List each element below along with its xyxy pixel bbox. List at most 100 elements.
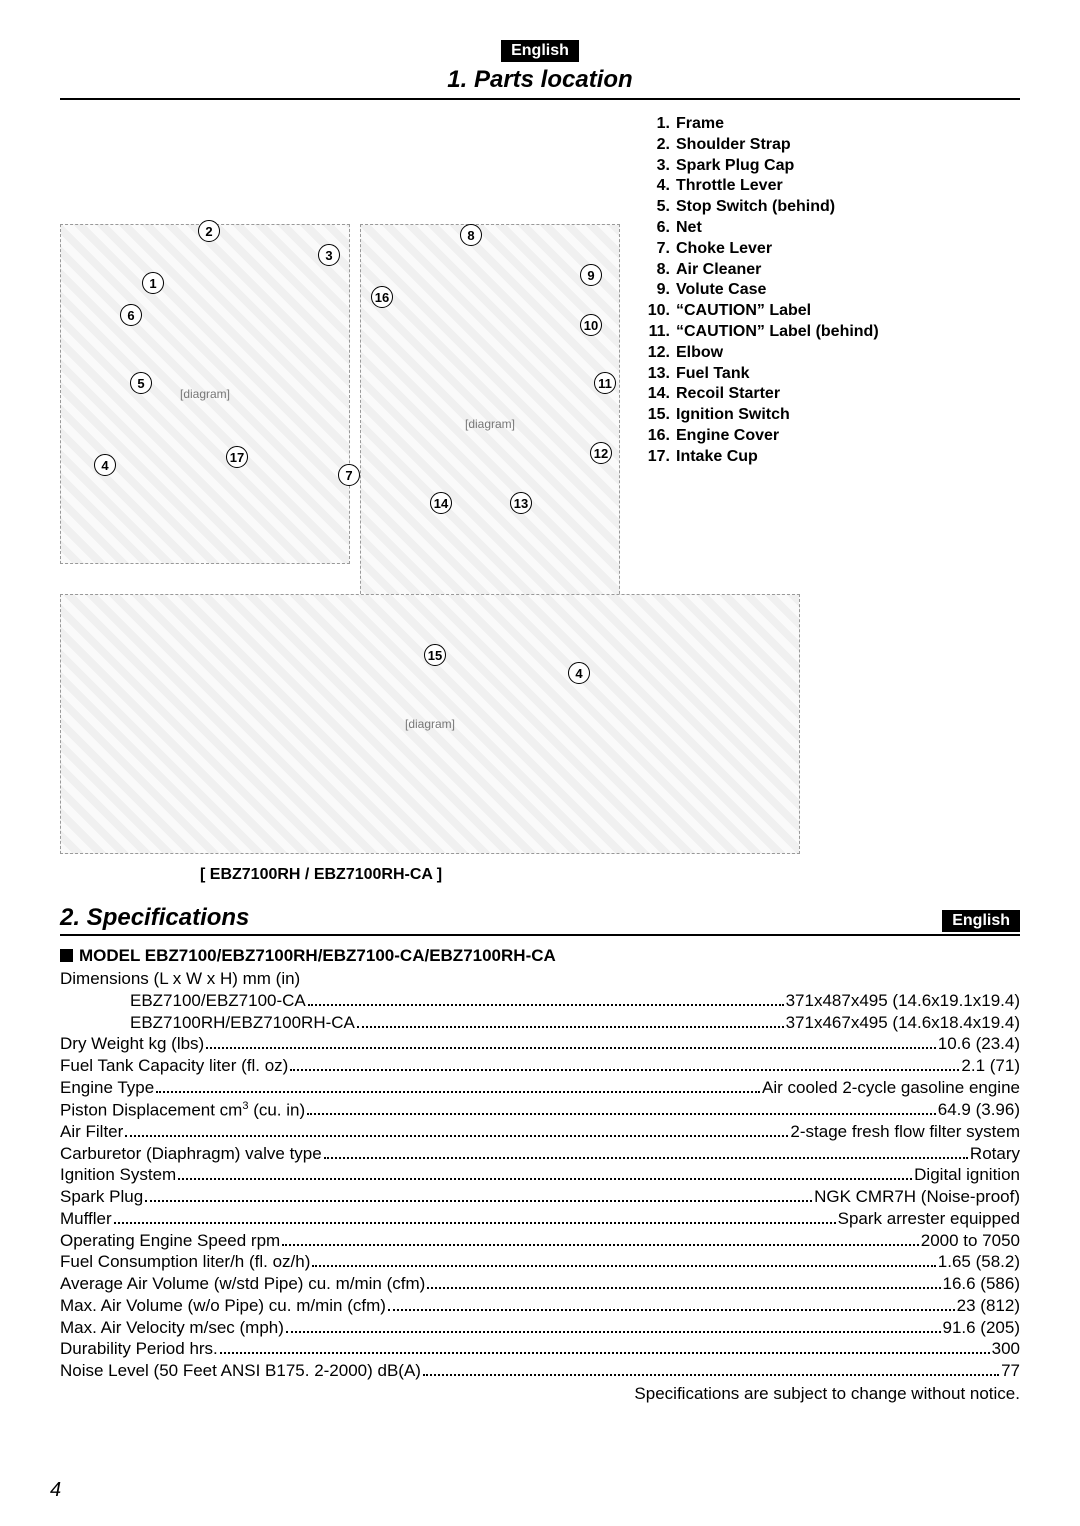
callout-circle: 10: [580, 314, 602, 336]
parts-list-number: 11.: [640, 322, 670, 343]
parts-list-item: 15.Ignition Switch: [640, 405, 879, 426]
parts-list-number: 16.: [640, 426, 670, 447]
parts-list-number: 12.: [640, 343, 670, 364]
parts-list-number: 7.: [640, 239, 670, 260]
dot-leader: [220, 1352, 990, 1354]
parts-list-item: 8.Air Cleaner: [640, 260, 879, 281]
parts-list-label: Fuel Tank: [676, 364, 750, 385]
spec-label: Engine Type: [60, 1077, 154, 1099]
callout-circle: 9: [580, 264, 602, 286]
dot-leader: [286, 1331, 941, 1333]
spec-value: Digital ignition: [914, 1164, 1020, 1186]
parts-list-label: Net: [676, 218, 702, 239]
spec-value: Spark arrester equipped: [838, 1208, 1020, 1230]
spec-value: 371x487x495 (14.6x19.1x19.4): [786, 990, 1020, 1012]
spec-value: 2.1 (71): [961, 1055, 1020, 1077]
dot-leader: [307, 1113, 936, 1115]
spec-label: Durability Period hrs.: [60, 1338, 218, 1360]
spec-value: 300: [992, 1338, 1020, 1360]
spec-value: Rotary: [970, 1143, 1020, 1165]
spec-row: EBZ7100/EBZ7100-CA 371x487x495 (14.6x19.1…: [60, 990, 1020, 1012]
parts-list-label: “CAUTION” Label (behind): [676, 322, 879, 343]
section-2-title: 2. Specifications: [60, 904, 249, 932]
parts-list-item: 3.Spark Plug Cap: [640, 156, 879, 177]
parts-list-number: 13.: [640, 364, 670, 385]
parts-list-label: Recoil Starter: [676, 384, 780, 405]
section-2-header-row: 2. Specifications English: [60, 904, 1020, 936]
callout-circle: 12: [590, 442, 612, 464]
parts-list-item: 7. Choke Lever: [640, 239, 879, 260]
spec-row: Ignition SystemDigital ignition: [60, 1164, 1020, 1186]
dot-leader: [388, 1309, 955, 1311]
dimensions-heading-row: Dimensions (L x W x H) mm (in): [60, 968, 1020, 990]
parts-list-label: Intake Cup: [676, 447, 758, 468]
spec-row: Max. Air Volume (w/o Pipe) cu. m/min (cf…: [60, 1295, 1020, 1317]
parts-list-item: 10.“CAUTION” Label: [640, 301, 879, 322]
parts-list-item: 5.Stop Switch (behind): [640, 197, 879, 218]
dot-leader: [312, 1265, 935, 1267]
spec-row: Max. Air Velocity m/sec (mph) 91.6 (205): [60, 1317, 1020, 1339]
parts-list-label: Shoulder Strap: [676, 135, 791, 156]
dot-leader: [282, 1244, 919, 1246]
spec-row: Average Air Volume (w/std Pipe) cu. m/mi…: [60, 1273, 1020, 1295]
callout-circle: 14: [430, 492, 452, 514]
parts-list-label: Spark Plug Cap: [676, 156, 794, 177]
callout-circle: 8: [460, 224, 482, 246]
spec-row: Operating Engine Speed rpm2000 to 7050: [60, 1230, 1020, 1252]
spec-row: Muffler Spark arrester equipped: [60, 1208, 1020, 1230]
spec-value: 77: [1001, 1360, 1020, 1382]
spec-label: Average Air Volume (w/std Pipe) cu. m/mi…: [60, 1273, 425, 1295]
parts-list-number: 2.: [640, 135, 670, 156]
diagram-view-left: [diagram]: [60, 224, 350, 564]
dot-leader: [145, 1200, 812, 1202]
dot-leader: [427, 1287, 940, 1289]
parts-list-label: Frame: [676, 114, 724, 135]
model-line: MODEL EBZ7100/EBZ7100RH/EBZ7100-CA/EBZ71…: [60, 946, 1020, 966]
parts-list-label: Throttle Lever: [676, 176, 783, 197]
callout-circle: 15: [424, 644, 446, 666]
spec-label: Muffler: [60, 1208, 112, 1230]
spec-label: Max. Air Velocity m/sec (mph): [60, 1317, 284, 1339]
spec-row: Air Filter 2-stage fresh flow filter syst…: [60, 1121, 1020, 1143]
parts-list-number: 17.: [640, 447, 670, 468]
spec-label: Fuel Consumption liter/h (fl. oz/h): [60, 1251, 310, 1273]
spec-footnote: Specifications are subject to change wit…: [60, 1384, 1020, 1404]
parts-list-item: 12. Elbow: [640, 343, 879, 364]
dot-leader: [308, 1004, 784, 1006]
callout-circle: 2: [198, 220, 220, 242]
parts-list-item: 13. Fuel Tank: [640, 364, 879, 385]
spec-value: 371x467x495 (14.6x18.4x19.4): [786, 1012, 1020, 1034]
parts-list-label: Choke Lever: [676, 239, 772, 260]
parts-list-item: 1.Frame: [640, 114, 879, 135]
parts-list-number: 9.: [640, 280, 670, 301]
callout-circle: 7: [338, 464, 360, 486]
spec-value: 2-stage fresh flow filter system: [790, 1121, 1020, 1143]
parts-list: 1.Frame2. Shoulder Strap3.Spark Plug Cap4…: [640, 114, 879, 468]
spec-value: 23 (812): [957, 1295, 1020, 1317]
spec-row: Engine TypeAir cooled 2-cycle gasoline e…: [60, 1077, 1020, 1099]
parts-list-number: 10.: [640, 301, 670, 322]
spec-row: Noise Level (50 Feet ANSI B175. 2-2000) …: [60, 1360, 1020, 1382]
spec-label: Spark Plug: [60, 1186, 143, 1208]
dot-leader: [423, 1374, 999, 1376]
language-badge-bottom: English: [942, 910, 1020, 932]
spec-value: 1.65 (58.2): [938, 1251, 1020, 1273]
parts-list-label: Engine Cover: [676, 426, 779, 447]
spec-label: Fuel Tank Capacity liter (fl. oz): [60, 1055, 288, 1077]
spec-value: 91.6 (205): [943, 1317, 1021, 1339]
callout-circle: 1: [142, 272, 164, 294]
parts-diagram-area: [diagram] [diagram] [diagram] 1236541778…: [60, 114, 1020, 894]
spec-value: 64.9 (3.96): [938, 1099, 1020, 1121]
model-caption: [ EBZ7100RH / EBZ7100RH-CA ]: [200, 866, 442, 884]
section-1-title-row: 1. Parts location: [60, 66, 1020, 100]
spec-label: EBZ7100/EBZ7100-CA: [60, 990, 306, 1012]
square-bullet-icon: [60, 949, 73, 962]
callout-circle: 4: [568, 662, 590, 684]
dot-leader: [156, 1091, 760, 1093]
spec-row: Durability Period hrs. 300: [60, 1338, 1020, 1360]
parts-list-number: 4.: [640, 176, 670, 197]
spec-label: Air Filter: [60, 1121, 123, 1143]
parts-list-label: Elbow: [676, 343, 723, 364]
parts-list-label: Air Cleaner: [676, 260, 761, 281]
parts-list-number: 15.: [640, 405, 670, 426]
